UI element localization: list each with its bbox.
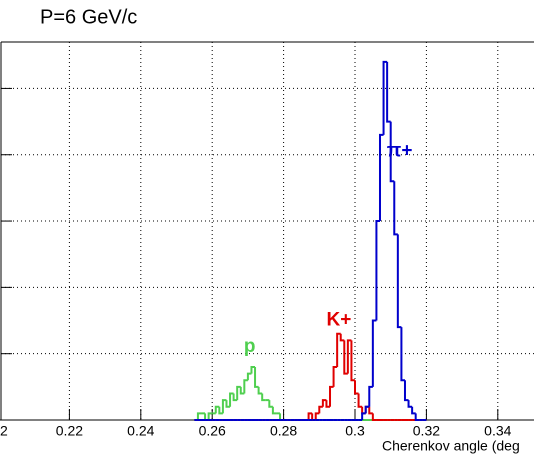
series-label: π+	[387, 140, 413, 161]
histogram-bin	[368, 406, 373, 415]
histogram-bin	[268, 400, 273, 408]
histogram-bin	[325, 400, 331, 408]
x-tick-label: 0.22	[56, 423, 83, 439]
series-label: p	[244, 336, 256, 357]
histogram-bin	[218, 406, 223, 415]
histogram-bin	[307, 412, 313, 420]
histogram-bin	[329, 385, 334, 407]
histogram-bin	[221, 399, 227, 414]
histogram-bin	[196, 412, 202, 420]
histogram-bin	[407, 400, 413, 408]
histogram-bin	[207, 412, 213, 420]
histogram-bin	[229, 392, 234, 407]
histogram-bin	[411, 406, 416, 415]
histogram-bin	[350, 340, 355, 382]
histogram-bin	[321, 399, 327, 407]
histogram-bin	[314, 412, 320, 420]
histogram-bin	[371, 413, 377, 421]
histogram-bin	[382, 60, 388, 135]
histogram-bin	[400, 327, 405, 382]
histogram-bin	[371, 319, 377, 387]
histogram-bin	[361, 412, 366, 420]
histogram-bin	[403, 380, 409, 402]
series-label: K+	[327, 310, 352, 331]
histogram-bin	[389, 121, 395, 183]
histogram-bin	[332, 365, 338, 387]
histogram-bin	[339, 333, 345, 342]
histogram-bin	[271, 406, 277, 415]
histogram-bin	[250, 365, 256, 374]
histogram-bin	[375, 220, 380, 321]
x-tick-label: 0.2	[0, 423, 8, 439]
x-tick-label: 0.24	[127, 423, 154, 439]
histogram-bin	[261, 393, 266, 402]
histogram-bin	[386, 61, 391, 123]
x-tick-label: 0.32	[413, 423, 440, 439]
histogram-bin	[346, 339, 352, 374]
histogram-bin	[368, 385, 373, 407]
chart-title: P=6 GeV/c	[40, 6, 137, 28]
histogram-bin	[318, 405, 323, 414]
histogram-bin	[236, 385, 241, 401]
x-tick-label: 0.34	[484, 423, 511, 439]
histogram-bin	[214, 405, 220, 414]
x-tick-label: 0.26	[199, 423, 226, 439]
x-axis-title: Cherenkov angle (deg	[382, 438, 520, 454]
histogram-bin	[243, 379, 248, 394]
histogram-bin	[396, 234, 402, 329]
histogram-bin	[354, 380, 359, 395]
histogram-bin	[414, 413, 420, 421]
histogram-bin	[254, 366, 259, 388]
histogram-bin	[246, 372, 252, 381]
histogram-bin	[239, 386, 245, 395]
x-tick-label: 0.28	[270, 423, 297, 439]
histogram-bin	[343, 340, 348, 375]
histogram-bin	[336, 332, 341, 367]
histogram-bin	[364, 405, 370, 414]
histogram-bin	[393, 181, 398, 236]
histogram-bin	[357, 393, 363, 408]
histogram-bin	[225, 400, 231, 408]
histogram-bin	[257, 386, 263, 395]
histogram-bin	[232, 393, 238, 402]
x-tick-label: 0.3	[345, 423, 365, 439]
histogram-bin	[378, 133, 384, 222]
